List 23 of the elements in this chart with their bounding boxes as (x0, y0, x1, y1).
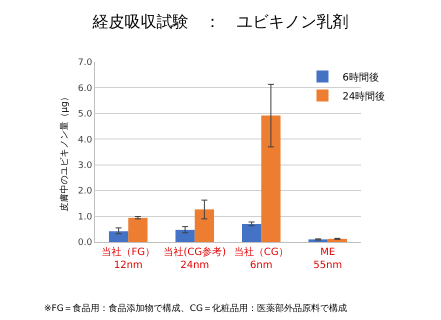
x-tick-label: 当社（FG） 12nm (101, 246, 156, 271)
y-tick-label: 0.0 (78, 238, 92, 248)
x-tick-label: 当社(CG参考) 24nm (163, 246, 226, 271)
x-tick-label: 当社（CG） 6nm (234, 246, 289, 271)
y-tick-label: 2.0 (78, 186, 92, 197)
y-tick-label: 7.0 (78, 58, 92, 68)
y-tick-label: 3.0 (78, 161, 92, 172)
text: ※FG＝食品用：食品添加物で構成、CG＝化粧品用：医薬部外品原料で構成 (44, 303, 347, 314)
bar (194, 209, 214, 242)
y-tick-label: 1.0 (78, 212, 92, 222)
bar (261, 115, 281, 242)
chart-title: 経皮吸収試験 ： ユビキノン乳剤 (92, 12, 348, 32)
y-tick-label: 4.0 (78, 135, 92, 146)
y-tick-label: 5.0 (78, 110, 92, 120)
legend-label: 24時間後 (342, 90, 386, 102)
x-tick-label: ME 55nm (313, 247, 342, 271)
y-tick-label: 6.0 (78, 84, 92, 94)
bar (108, 231, 128, 242)
bar (128, 218, 148, 242)
y-axis-title: 皮膚中のユビキノン量（μg） (59, 92, 70, 212)
legend-label: 6時間後 (342, 71, 379, 84)
bar (175, 230, 195, 242)
bar (242, 224, 262, 242)
